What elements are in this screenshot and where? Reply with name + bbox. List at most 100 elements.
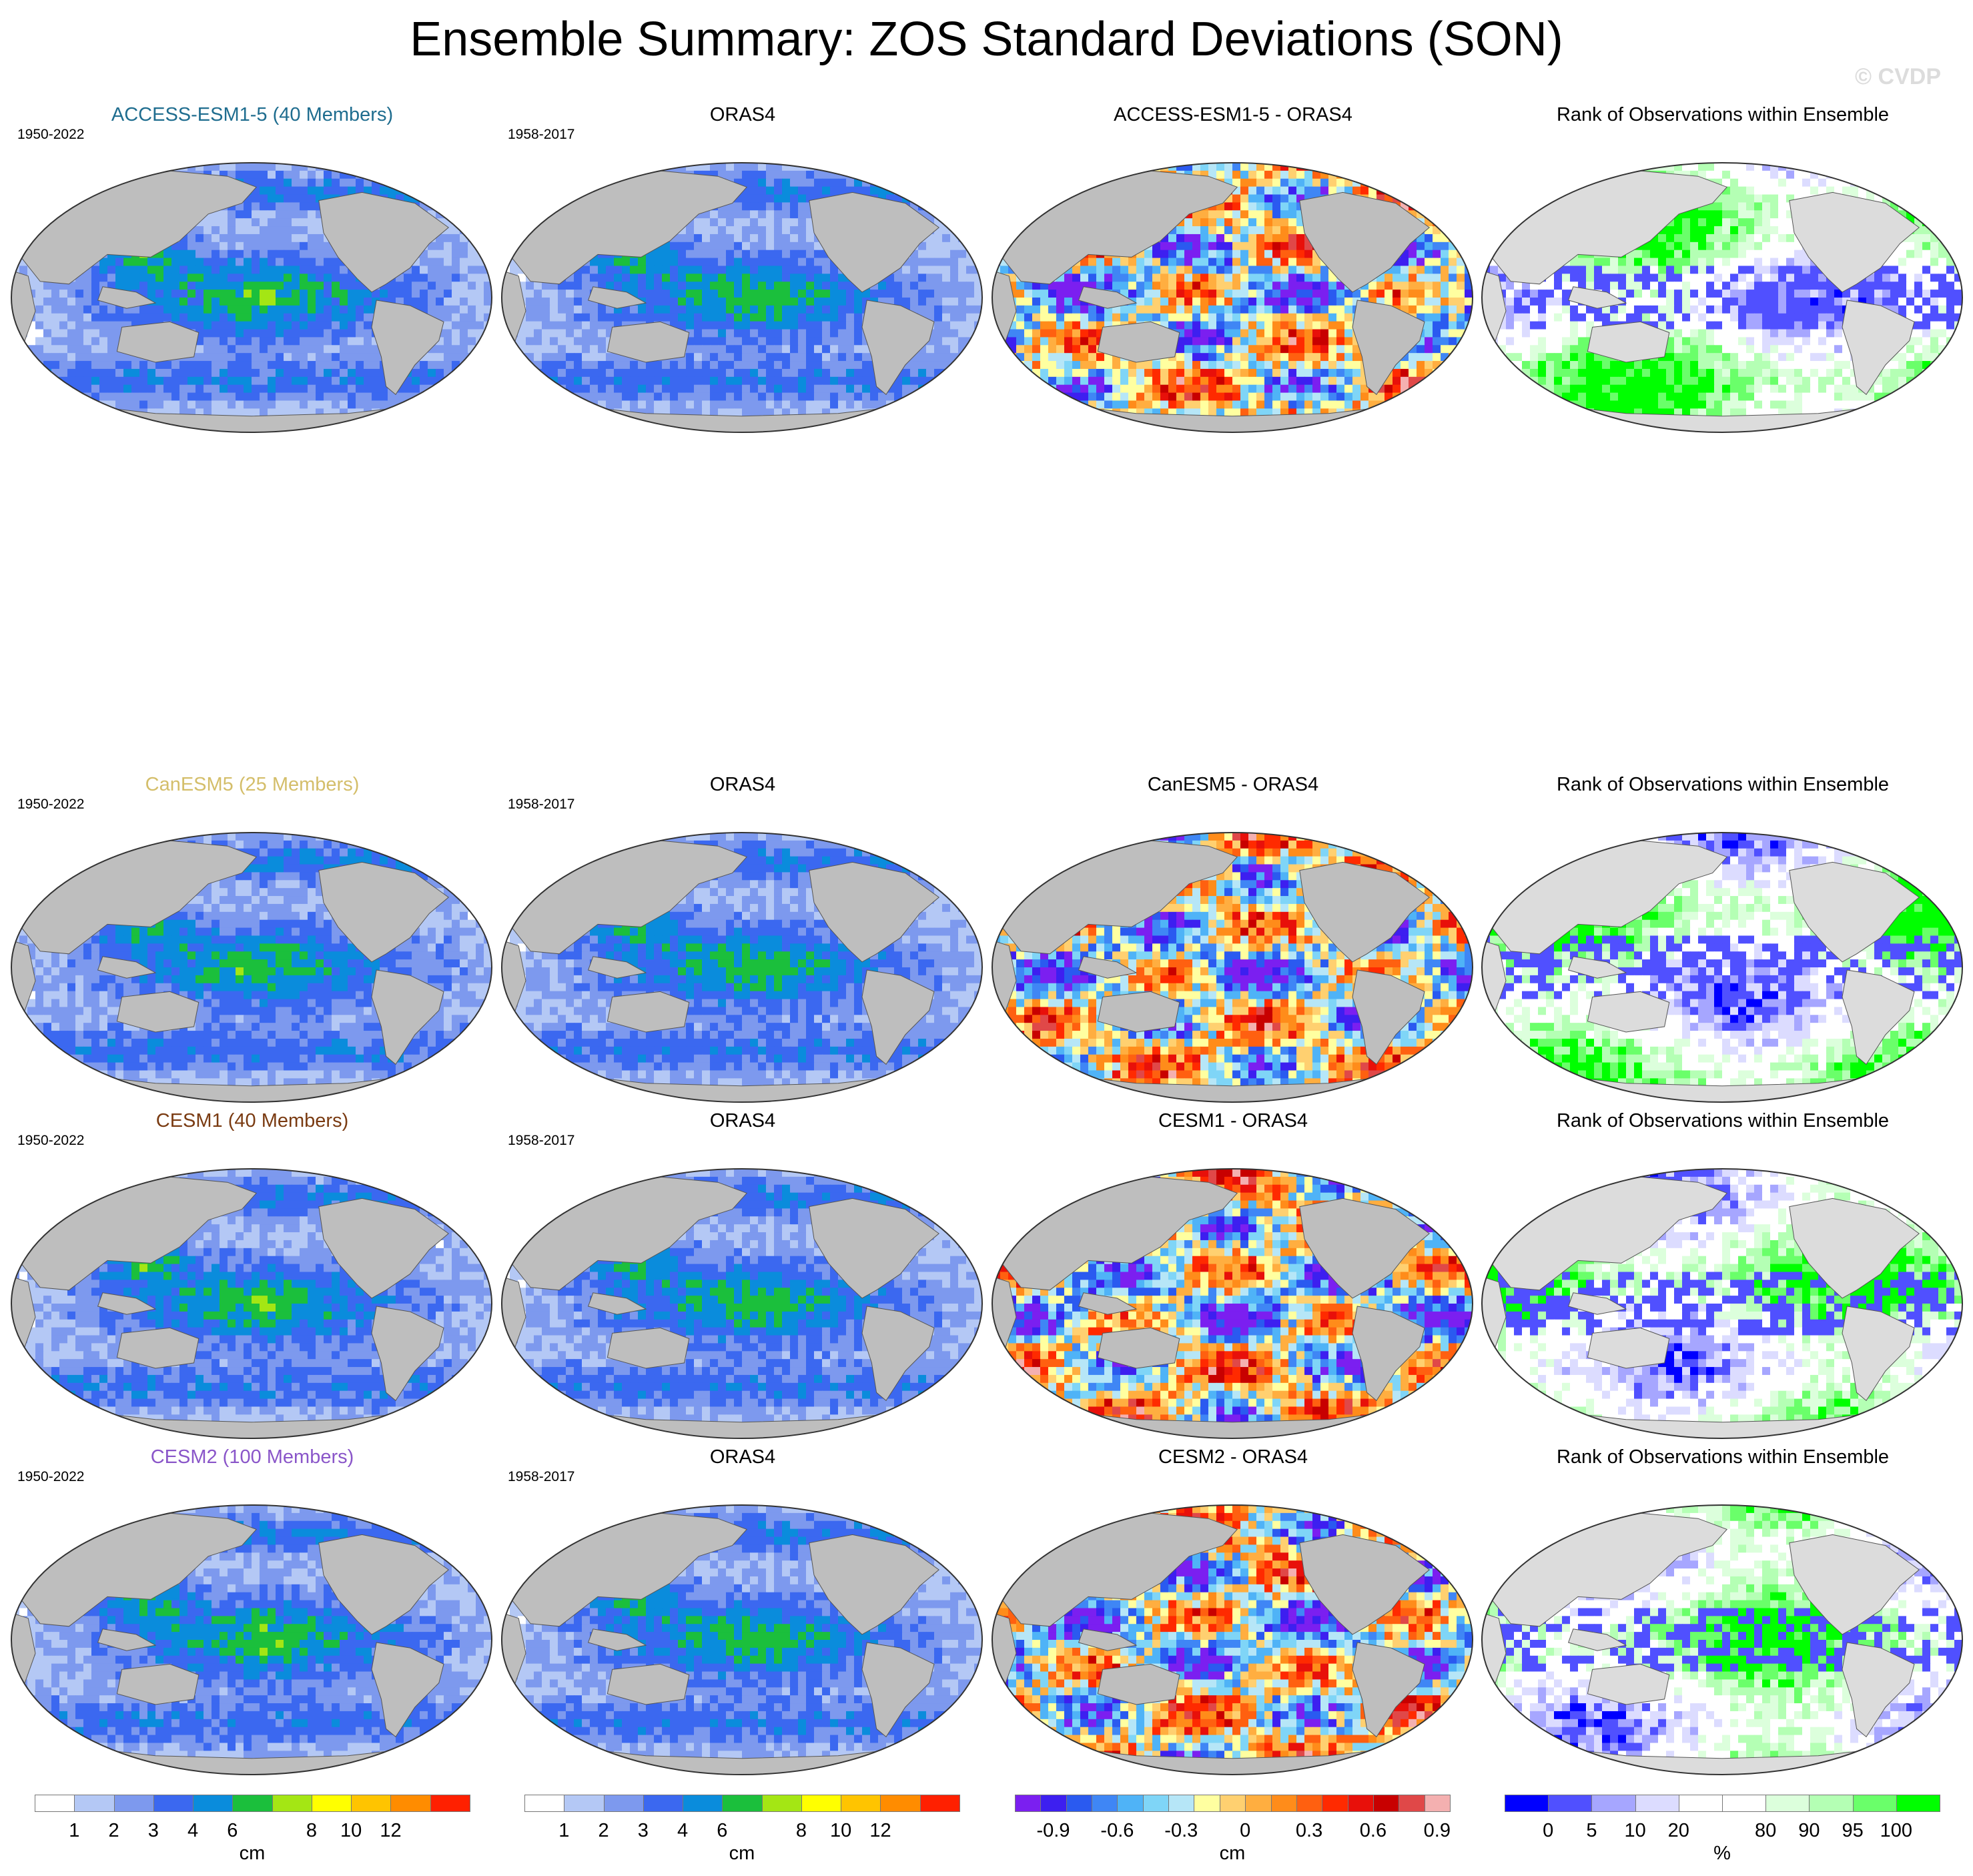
world-map bbox=[11, 162, 492, 433]
colorbar-swatch bbox=[430, 1795, 470, 1812]
map-outline bbox=[501, 1168, 983, 1439]
colorbar-swatch bbox=[1194, 1795, 1220, 1812]
colorbar-swatch bbox=[1015, 1795, 1042, 1812]
colorbar-swatch bbox=[1852, 1795, 1897, 1812]
world-map bbox=[501, 162, 983, 433]
colorbar-swatch bbox=[801, 1795, 842, 1812]
colorbar-tick-label: 6 bbox=[227, 1820, 238, 1842]
map-panel: ORAS4 1958-2017 bbox=[496, 104, 990, 451]
colorbar-swatch bbox=[1219, 1795, 1246, 1812]
map-panel: CESM1 - ORAS4 bbox=[986, 1110, 1480, 1457]
colorbar-tick-label: 0.6 bbox=[1360, 1820, 1387, 1842]
colorbar-std-obs: 1 2 3 4 6 8 10 12 cm bbox=[524, 1795, 960, 1875]
world-map bbox=[992, 1168, 1473, 1439]
colorbar-swatch bbox=[1322, 1795, 1348, 1812]
period-label: 1958-2017 bbox=[508, 127, 574, 143]
colorbar-swatch bbox=[1399, 1795, 1425, 1812]
world-map bbox=[1481, 1168, 1963, 1439]
map-panel: ACCESS-ESM1-5 (40 Members) 1950-2022 bbox=[5, 104, 499, 451]
panel-title: ORAS4 bbox=[496, 1446, 990, 1468]
colorbar-tick-label: 8 bbox=[796, 1820, 807, 1842]
map-panel: ORAS4 1958-2017 bbox=[496, 1110, 990, 1457]
colorbar-tick-label: 80 bbox=[1755, 1820, 1776, 1842]
period-label: 1950-2022 bbox=[17, 1133, 84, 1149]
colorbar-unit: % bbox=[1713, 1843, 1731, 1865]
colorbar-swatch bbox=[564, 1795, 605, 1812]
panel-title: ACCESS-ESM1-5 (40 Members) bbox=[5, 104, 499, 126]
colorbar-swatch bbox=[1591, 1795, 1636, 1812]
map-panel: CESM1 (40 Members) 1950-2022 bbox=[5, 1110, 499, 1457]
colorbar-swatch bbox=[272, 1795, 312, 1812]
panel-title: Rank of Observations within Ensemble bbox=[1476, 1110, 1970, 1132]
map-outline bbox=[1481, 1504, 1963, 1775]
world-map bbox=[11, 832, 492, 1103]
panel-title: CanESM5 - ORAS4 bbox=[986, 774, 1480, 796]
colorbar-swatch bbox=[1092, 1795, 1118, 1812]
colorbar-swatch bbox=[1040, 1795, 1067, 1812]
colorbar-swatch bbox=[74, 1795, 115, 1812]
colorbar-tick-label: 10 bbox=[1624, 1820, 1645, 1842]
ocean-field bbox=[992, 1505, 1473, 1775]
ocean-field bbox=[1482, 833, 1962, 1102]
ocean-field bbox=[1482, 1169, 1962, 1438]
panel-title: Rank of Observations within Ensemble bbox=[1476, 774, 1970, 796]
colorbar-tick-label: -0.6 bbox=[1100, 1820, 1134, 1842]
colorbar-swatch bbox=[390, 1795, 431, 1812]
colorbar-swatch bbox=[311, 1795, 352, 1812]
colorbar-swatch bbox=[1347, 1795, 1374, 1812]
map-outline bbox=[1481, 832, 1963, 1103]
map-panel: Rank of Observations within Ensemble bbox=[1476, 1446, 1970, 1793]
map-panel: CanESM5 - ORAS4 bbox=[986, 774, 1480, 1121]
colorbar-swatch bbox=[35, 1795, 75, 1812]
cvdp-watermark: © CVDP bbox=[1855, 64, 1941, 90]
ocean-field bbox=[11, 1505, 492, 1775]
colorbar-swatch bbox=[1270, 1795, 1297, 1812]
panel-title: Rank of Observations within Ensemble bbox=[1476, 104, 1970, 126]
map-outline bbox=[1481, 162, 1963, 433]
colorbar-tick-label: 100 bbox=[1880, 1820, 1912, 1842]
colorbar-swatch bbox=[1066, 1795, 1093, 1812]
colorbar-swatch bbox=[1548, 1795, 1593, 1812]
ocean-field bbox=[502, 1169, 982, 1438]
ocean-field bbox=[11, 163, 492, 432]
colorbar-swatch bbox=[1372, 1795, 1400, 1812]
map-outline bbox=[11, 162, 492, 433]
world-map bbox=[992, 1504, 1473, 1775]
colorbar-unit: cm bbox=[729, 1843, 755, 1865]
colorbar-tick-label: -0.3 bbox=[1164, 1820, 1198, 1842]
colorbar-tick-label: 0.9 bbox=[1424, 1820, 1451, 1842]
colorbar-tick-label: 6 bbox=[717, 1820, 727, 1842]
ocean-field bbox=[992, 833, 1473, 1102]
colorbar-tick-label: -0.9 bbox=[1037, 1820, 1070, 1842]
colorbar-tick-label: 1 bbox=[558, 1820, 569, 1842]
ocean-field bbox=[11, 833, 492, 1102]
period-label: 1958-2017 bbox=[508, 1133, 574, 1149]
colorbar-swatch bbox=[1809, 1795, 1854, 1812]
world-map bbox=[1481, 162, 1963, 433]
colorbar-unit: cm bbox=[1220, 1843, 1246, 1865]
colorbar-swatch bbox=[919, 1795, 960, 1812]
panel-title: ORAS4 bbox=[496, 774, 990, 796]
colorbar-swatch bbox=[1635, 1795, 1679, 1812]
period-label: 1950-2022 bbox=[17, 797, 84, 813]
colorbar-swatch bbox=[643, 1795, 684, 1812]
colorbar-tick-label: 4 bbox=[677, 1820, 688, 1842]
colorbar-swatch bbox=[1765, 1795, 1810, 1812]
colorbar-tick-label: 3 bbox=[148, 1820, 159, 1842]
colorbar-tick-label: 5 bbox=[1586, 1820, 1597, 1842]
map-panel: CESM2 - ORAS4 bbox=[986, 1446, 1480, 1793]
period-label: 1958-2017 bbox=[508, 797, 574, 813]
world-map bbox=[501, 1168, 983, 1439]
colorbar-tick-label: 12 bbox=[869, 1820, 891, 1842]
panel-title: Rank of Observations within Ensemble bbox=[1476, 1446, 1970, 1468]
colorbar-swatch bbox=[761, 1795, 802, 1812]
colorbar-tick-label: 4 bbox=[187, 1820, 198, 1842]
panel-title: CESM1 (40 Members) bbox=[5, 1110, 499, 1132]
colorbar-swatch bbox=[880, 1795, 921, 1812]
world-map bbox=[11, 1504, 492, 1775]
colorbar-unit: cm bbox=[240, 1843, 266, 1865]
map-panel: CESM2 (100 Members) 1950-2022 bbox=[5, 1446, 499, 1793]
colorbar-swatch bbox=[1678, 1795, 1723, 1812]
colorbar-swatch bbox=[1142, 1795, 1170, 1812]
world-map bbox=[992, 162, 1473, 433]
